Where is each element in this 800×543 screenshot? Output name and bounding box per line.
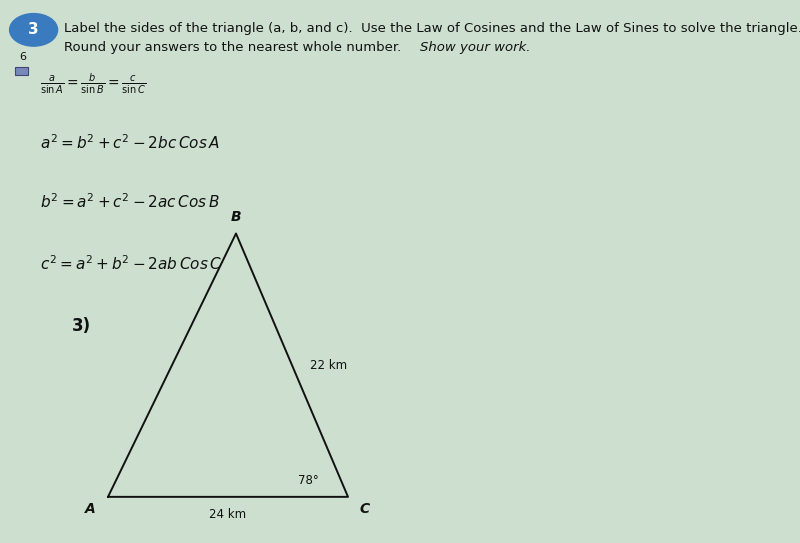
Text: $a^2 = b^2 + c^2 - 2bc\,Cos\,A$: $a^2 = b^2 + c^2 - 2bc\,Cos\,A$ xyxy=(40,133,220,151)
Text: 3: 3 xyxy=(28,22,39,37)
Text: $c^2 = a^2 + b^2 - 2ab\,Cos\,C$: $c^2 = a^2 + b^2 - 2ab\,Cos\,C$ xyxy=(40,254,222,273)
Text: 6: 6 xyxy=(19,52,26,62)
Text: $\frac{a}{\sin A} = \frac{b}{\sin B} = \frac{c}{\sin C}$: $\frac{a}{\sin A} = \frac{b}{\sin B} = \… xyxy=(40,72,146,96)
Text: 78°: 78° xyxy=(298,474,318,487)
Text: Show your work.: Show your work. xyxy=(420,41,530,54)
Text: 24 km: 24 km xyxy=(210,508,246,521)
Text: 3): 3) xyxy=(72,317,91,335)
Text: Round your answers to the nearest whole number.: Round your answers to the nearest whole … xyxy=(64,41,410,54)
Text: $b^2 = a^2 + c^2 - 2ac\,Cos\,B$: $b^2 = a^2 + c^2 - 2ac\,Cos\,B$ xyxy=(40,193,220,211)
Circle shape xyxy=(10,14,58,46)
Text: 22 km: 22 km xyxy=(310,359,346,371)
Text: Label the sides of the triangle (a, b, and c).  Use the Law of Cosines and the L: Label the sides of the triangle (a, b, a… xyxy=(64,22,800,35)
Text: A: A xyxy=(85,502,95,516)
Text: C: C xyxy=(359,502,370,516)
FancyBboxPatch shape xyxy=(15,67,28,75)
Text: B: B xyxy=(230,210,242,224)
